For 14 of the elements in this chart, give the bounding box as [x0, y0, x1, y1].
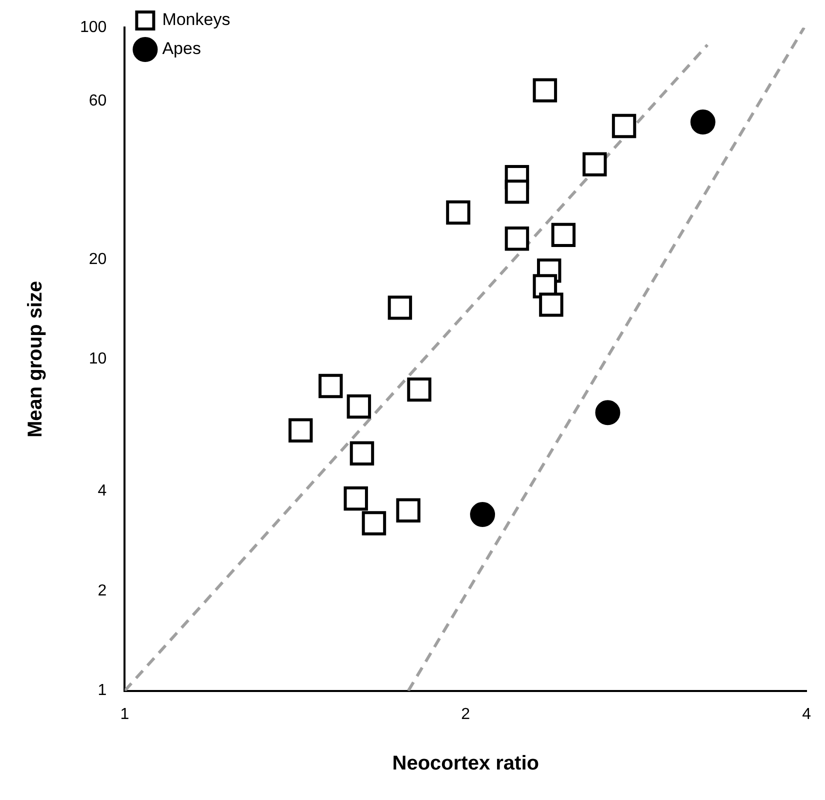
- y-axis-title: Mean group size: [24, 280, 47, 438]
- y-tick-label: 1: [98, 682, 107, 700]
- y-tick-label: 4: [98, 482, 107, 500]
- x-axis-title: Neocortex ratio: [392, 752, 539, 775]
- y-tick-label: 10: [88, 350, 107, 368]
- y-tick-label: 100: [80, 19, 107, 36]
- y-tick-label: 60: [88, 92, 107, 110]
- y-tick-label: 20: [88, 250, 107, 268]
- y-tick-label: 2: [98, 582, 107, 600]
- x-tick-label: 1: [120, 706, 130, 723]
- x-tick-label: 4: [802, 706, 812, 723]
- legend-label: Monkeys: [162, 10, 230, 30]
- legend-label: Apes: [162, 39, 201, 58]
- x-tick-label: 2: [461, 706, 470, 723]
